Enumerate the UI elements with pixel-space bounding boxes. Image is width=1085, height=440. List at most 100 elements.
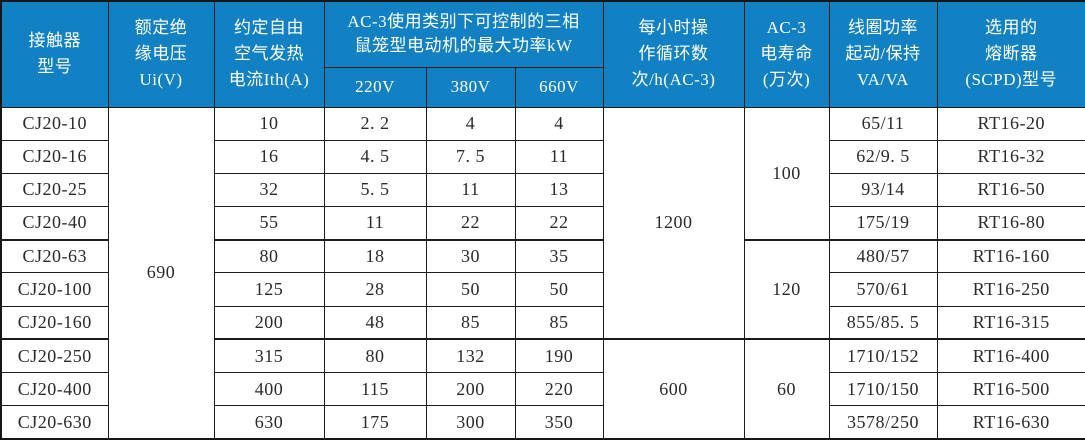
- cell-life: 120: [743, 238, 830, 340]
- cell-p660: 50: [514, 272, 604, 307]
- cell-fuse: RT16-50: [936, 172, 1085, 208]
- cell-coil: 1710/152: [828, 338, 938, 374]
- cell-coil: 62/9. 5: [828, 139, 938, 174]
- cell-ith: 10: [213, 106, 325, 141]
- cell-fuse: RT16-250: [936, 272, 1085, 307]
- cell-fuse: RT16-20: [936, 106, 1085, 141]
- cell-fuse: RT16-80: [936, 206, 1085, 241]
- cell-coil: 480/57: [828, 238, 938, 274]
- cell-ith: 80: [213, 238, 325, 274]
- cell-fuse: RT16-400: [936, 338, 1085, 374]
- header-model: 接触器 型号: [0, 0, 109, 108]
- cell-p380: 200: [425, 371, 516, 407]
- header-220v: 220V: [323, 66, 427, 108]
- cell-p220: 48: [323, 305, 427, 340]
- cell-model: CJ20-63: [0, 238, 109, 274]
- cell-p220: 80: [323, 338, 427, 374]
- cell-life: 60: [743, 338, 830, 440]
- cell-coil: 93/14: [828, 172, 938, 208]
- header-660v: 660V: [514, 66, 604, 108]
- header-row-main: 接触器 型号 额定绝 缘电压 Ui(V) 约定自由 空气发热 电流Ith(A) …: [0, 0, 1085, 108]
- header-cycles: 每小时操 作循环数 次/h(AC-3): [602, 0, 745, 108]
- header-fuse: 选用的 熔断器 (SCPD)型号: [936, 0, 1085, 108]
- cell-p220: 5. 5: [323, 172, 427, 208]
- cell-p220: 28: [323, 272, 427, 307]
- cell-ith: 125: [213, 272, 325, 307]
- cell-p380: 7. 5: [425, 139, 516, 174]
- cell-p660: 4: [514, 106, 604, 141]
- table-row: CJ20-400 400 115 200 220 1710/150 RT16-500: [0, 371, 1085, 407]
- cell-coil: 175/19: [828, 206, 938, 241]
- cell-ith: 200: [213, 305, 325, 340]
- cell-p380: 132: [425, 338, 516, 374]
- header-380v: 380V: [425, 66, 516, 108]
- cell-fuse: RT16-160: [936, 238, 1085, 274]
- cell-model: CJ20-10: [0, 106, 109, 141]
- header-ith: 约定自由 空气发热 电流Ith(A): [213, 0, 325, 108]
- table-row: CJ20-40 55 11 22 22 175/19 RT16-80: [0, 206, 1085, 241]
- cell-model: CJ20-400: [0, 371, 109, 407]
- header-life: AC-3 电寿命 (万次): [743, 0, 830, 108]
- cell-fuse: RT16-500: [936, 371, 1085, 407]
- cell-cycles: 1200: [602, 106, 745, 340]
- table-row: CJ20-25 32 5. 5 11 13 93/14 RT16-50: [0, 172, 1085, 208]
- cell-p660: 11: [514, 139, 604, 174]
- cell-ith: 32: [213, 172, 325, 208]
- cell-coil: 3578/250: [828, 405, 938, 440]
- cell-p660: 220: [514, 371, 604, 407]
- cell-fuse: RT16-630: [936, 405, 1085, 440]
- cell-ith: 400: [213, 371, 325, 407]
- cell-fuse: RT16-32: [936, 139, 1085, 174]
- cell-p380: 22: [425, 206, 516, 241]
- cell-ith: 315: [213, 338, 325, 374]
- table-row: CJ20-160 200 48 85 85 855/85. 5 RT16-315: [0, 305, 1085, 340]
- cell-p220: 4. 5: [323, 139, 427, 174]
- cell-p380: 30: [425, 238, 516, 274]
- cell-p220: 115: [323, 371, 427, 407]
- cell-p660: 13: [514, 172, 604, 208]
- cell-life: 100: [743, 106, 830, 241]
- table-row: CJ20-250 315 80 132 190 600 60 1710/152 RT16-400: [0, 338, 1085, 440]
- table-row: CJ20-10 690 10 2. 2 4 4 1200 100 65/11 RT16-20: [0, 106, 1085, 440]
- table-row: CJ20-16 16 4. 5 7. 5 11 62/9. 5 RT16-32: [0, 139, 1085, 174]
- cell-p220: 175: [323, 405, 427, 440]
- table-row: CJ20-100 125 28 50 50 570/61 RT16-250: [0, 272, 1085, 307]
- cell-p380: 300: [425, 405, 516, 440]
- cell-ith: 16: [213, 139, 325, 174]
- header-power: AC-3使用类别下可控制的三相 鼠笼型电动机的最大功率kW: [323, 0, 604, 68]
- cell-p380: 11: [425, 172, 516, 208]
- cell-p380: 85: [425, 305, 516, 340]
- cell-p380: 50: [425, 272, 516, 307]
- cell-p220: 2. 2: [323, 106, 427, 141]
- cell-ui: 690: [107, 106, 215, 440]
- table-body: CJ20-10 690 10 2. 2 4 4 1200 100 65/11 RT16-20 CJ2…: [0, 106, 1085, 440]
- cell-p380: 4: [425, 106, 516, 141]
- cell-model: CJ20-16: [0, 139, 109, 174]
- cell-cycles: 600: [602, 338, 745, 440]
- table-header: 接触器 型号 额定绝 缘电压 Ui(V) 约定自由 空气发热 电流Ith(A) …: [0, 0, 1085, 108]
- cell-p660: 35: [514, 238, 604, 274]
- header-ui: 额定绝 缘电压 Ui(V): [107, 0, 215, 108]
- cell-model: CJ20-160: [0, 305, 109, 340]
- cell-p220: 11: [323, 206, 427, 241]
- cell-coil: 65/11: [828, 106, 938, 141]
- cell-fuse: RT16-315: [936, 305, 1085, 340]
- cell-model: CJ20-250: [0, 338, 109, 374]
- table-row: CJ20-630 630 175 300 350 3578/250 RT16-630: [0, 405, 1085, 440]
- cell-model: CJ20-25: [0, 172, 109, 208]
- cell-p660: 85: [514, 305, 604, 340]
- cell-model: CJ20-100: [0, 272, 109, 307]
- header-coil: 线圈功率 起动/保持 VA/VA: [828, 0, 938, 108]
- cell-model: CJ20-630: [0, 405, 109, 440]
- cell-p660: 22: [514, 206, 604, 241]
- cell-ith: 630: [213, 405, 325, 440]
- cell-coil: 1710/150: [828, 371, 938, 407]
- cell-p660: 190: [514, 338, 604, 374]
- cell-coil: 855/85. 5: [828, 305, 938, 340]
- cell-coil: 570/61: [828, 272, 938, 307]
- cell-model: CJ20-40: [0, 206, 109, 241]
- cell-p220: 18: [323, 238, 427, 274]
- cell-ith: 55: [213, 206, 325, 241]
